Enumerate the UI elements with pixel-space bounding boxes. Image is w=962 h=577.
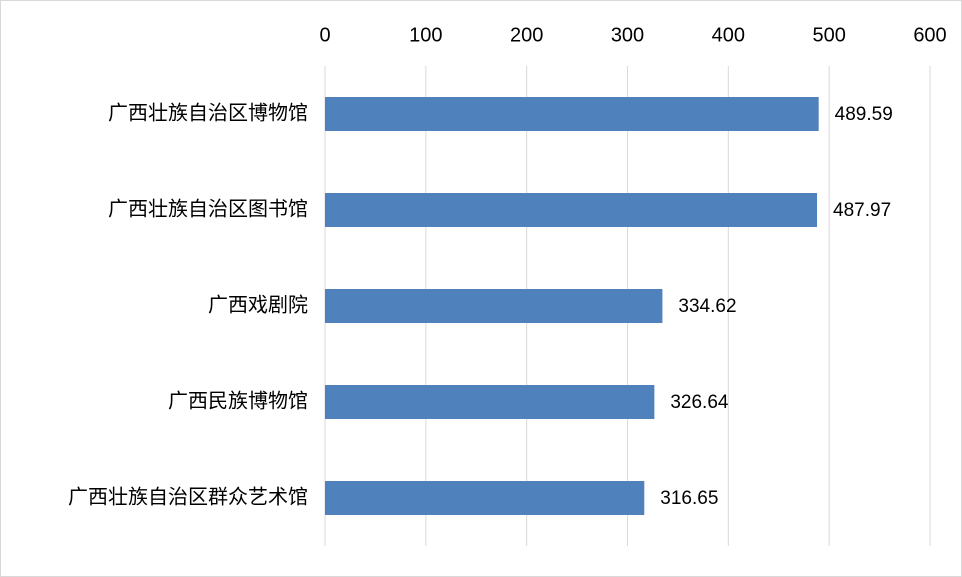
data-label: 489.59 [835, 104, 893, 125]
bar [325, 193, 818, 227]
x-tick-label: 400 [712, 24, 745, 46]
x-tick-label: 100 [409, 24, 442, 46]
x-tick-label: 300 [611, 24, 644, 46]
data-label: 326.64 [670, 392, 729, 413]
y-tick-label: 广西民族博物馆 [168, 389, 308, 412]
data-label: 334.62 [678, 296, 736, 317]
bar [325, 289, 663, 323]
data-label: 487.97 [833, 200, 891, 221]
bar [325, 97, 819, 131]
x-tick-label: 0 [319, 24, 330, 46]
x-tick-label: 200 [510, 24, 543, 46]
data-label: 316.65 [660, 488, 718, 509]
bar [325, 385, 655, 419]
y-tick-label: 广西壮族自治区博物馆 [108, 101, 308, 124]
x-tick-label: 600 [913, 24, 946, 46]
x-tick-label: 500 [812, 24, 845, 46]
y-tick-label: 广西壮族自治区图书馆 [108, 197, 308, 220]
y-tick-label: 广西戏剧院 [208, 293, 308, 316]
y-tick-label: 广西壮族自治区群众艺术馆 [68, 485, 308, 508]
bar [325, 481, 645, 515]
